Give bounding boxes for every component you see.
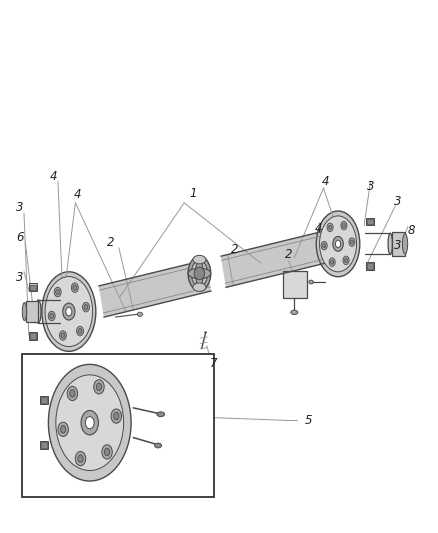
Ellipse shape xyxy=(70,390,75,397)
Ellipse shape xyxy=(60,330,67,340)
Ellipse shape xyxy=(341,221,347,230)
Ellipse shape xyxy=(78,328,82,334)
Bar xyxy=(366,262,374,270)
Ellipse shape xyxy=(195,261,203,286)
Ellipse shape xyxy=(320,216,357,272)
Ellipse shape xyxy=(84,304,88,310)
Ellipse shape xyxy=(60,426,66,433)
Text: 1: 1 xyxy=(189,187,197,200)
Ellipse shape xyxy=(155,443,162,448)
Bar xyxy=(22,354,214,497)
Ellipse shape xyxy=(78,455,83,462)
Text: 3: 3 xyxy=(16,271,23,284)
Text: 5: 5 xyxy=(304,414,312,427)
Ellipse shape xyxy=(82,302,89,312)
Bar xyxy=(29,284,37,292)
Ellipse shape xyxy=(329,258,335,266)
Ellipse shape xyxy=(114,413,119,420)
Ellipse shape xyxy=(71,283,78,293)
Ellipse shape xyxy=(328,225,332,230)
Ellipse shape xyxy=(67,386,78,401)
Text: 4: 4 xyxy=(314,222,322,235)
Ellipse shape xyxy=(111,409,121,423)
Ellipse shape xyxy=(75,451,86,466)
Bar xyxy=(41,442,47,448)
Bar xyxy=(283,271,307,298)
Ellipse shape xyxy=(188,256,211,290)
Ellipse shape xyxy=(291,310,298,314)
Bar xyxy=(392,232,405,255)
Ellipse shape xyxy=(345,259,347,262)
Ellipse shape xyxy=(42,272,96,351)
Ellipse shape xyxy=(85,417,94,429)
Ellipse shape xyxy=(323,244,326,248)
Bar xyxy=(367,263,373,269)
Ellipse shape xyxy=(56,375,124,471)
Ellipse shape xyxy=(193,283,206,292)
Ellipse shape xyxy=(63,303,75,320)
Ellipse shape xyxy=(336,240,341,247)
Ellipse shape xyxy=(316,211,360,277)
Ellipse shape xyxy=(403,234,408,254)
Ellipse shape xyxy=(350,240,353,244)
Ellipse shape xyxy=(193,255,206,264)
Bar xyxy=(40,441,47,449)
Ellipse shape xyxy=(45,277,92,346)
Ellipse shape xyxy=(73,285,77,290)
Circle shape xyxy=(194,267,205,280)
Text: 2: 2 xyxy=(285,248,293,261)
Ellipse shape xyxy=(333,237,343,251)
Polygon shape xyxy=(99,260,211,317)
Ellipse shape xyxy=(191,261,208,286)
Bar xyxy=(29,332,37,340)
Text: 6: 6 xyxy=(16,231,23,244)
Text: 2: 2 xyxy=(107,236,115,249)
Ellipse shape xyxy=(388,233,392,254)
Ellipse shape xyxy=(48,311,55,321)
Ellipse shape xyxy=(327,223,333,232)
Ellipse shape xyxy=(94,379,104,394)
Ellipse shape xyxy=(36,300,41,323)
Ellipse shape xyxy=(137,312,142,317)
Text: 4: 4 xyxy=(74,189,81,201)
Ellipse shape xyxy=(77,326,84,336)
Ellipse shape xyxy=(105,448,110,456)
Bar xyxy=(41,397,47,403)
Ellipse shape xyxy=(321,241,327,250)
Ellipse shape xyxy=(81,410,99,435)
Text: 4: 4 xyxy=(50,170,57,183)
Ellipse shape xyxy=(66,308,72,316)
Bar xyxy=(367,219,373,224)
Ellipse shape xyxy=(96,383,102,391)
Ellipse shape xyxy=(102,445,112,459)
Bar xyxy=(40,395,47,404)
Ellipse shape xyxy=(54,287,61,297)
Ellipse shape xyxy=(188,268,211,279)
Bar xyxy=(26,301,38,322)
Text: 3: 3 xyxy=(394,239,401,252)
Text: 4: 4 xyxy=(322,175,329,188)
Ellipse shape xyxy=(48,365,131,481)
Text: 3: 3 xyxy=(394,195,401,208)
Ellipse shape xyxy=(61,333,65,338)
Bar xyxy=(30,333,36,338)
Ellipse shape xyxy=(331,260,334,264)
Text: 3: 3 xyxy=(367,181,374,193)
Text: 2: 2 xyxy=(230,243,238,256)
Ellipse shape xyxy=(343,256,349,264)
Text: 8: 8 xyxy=(408,224,415,237)
Ellipse shape xyxy=(58,422,68,437)
Polygon shape xyxy=(221,230,331,287)
Ellipse shape xyxy=(56,289,60,295)
Bar xyxy=(30,285,36,290)
Ellipse shape xyxy=(343,223,346,228)
Text: 3: 3 xyxy=(16,200,23,214)
Ellipse shape xyxy=(349,238,355,246)
Ellipse shape xyxy=(50,313,54,319)
Bar xyxy=(366,218,374,225)
Ellipse shape xyxy=(309,280,313,284)
Text: 7: 7 xyxy=(210,357,218,370)
Ellipse shape xyxy=(22,303,27,320)
Ellipse shape xyxy=(157,412,165,417)
